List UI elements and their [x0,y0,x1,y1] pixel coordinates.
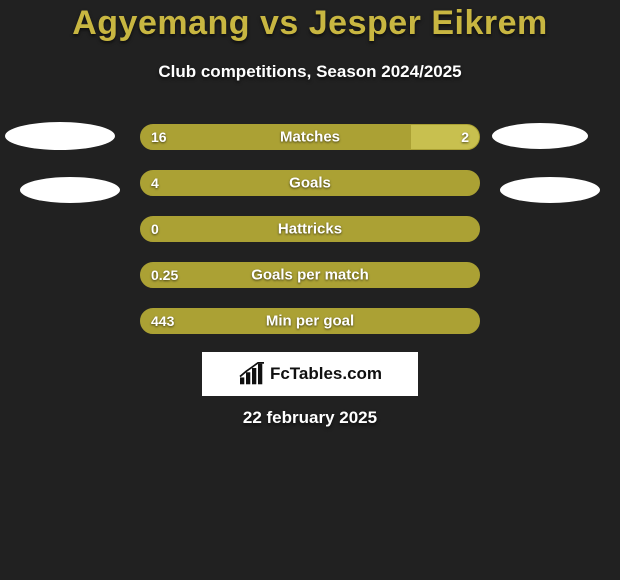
stat-value-left: 0.25 [151,267,178,283]
page-title: Agyemang vs Jesper Eikrem [0,4,620,43]
subtitle: Club competitions, Season 2024/2025 [0,62,620,82]
stat-bar: 162Matches [140,124,480,150]
ellipse-left [20,177,120,203]
stat-bar: 4Goals [140,170,480,196]
date-line: 22 february 2025 [0,408,620,428]
stat-value-left: 443 [151,313,174,329]
brand-box: FcTables.com [202,352,418,396]
stat-value-left: 16 [151,129,167,145]
bar-left-fill [141,171,479,195]
brand-label: FcTables.com [270,364,382,384]
bar-left-fill [141,309,479,333]
bar-left-fill [141,217,479,241]
stat-value-left: 0 [151,221,159,237]
stat-bar: 0Hattricks [140,216,480,242]
stat-value-left: 4 [151,175,159,191]
bar-left-fill [141,263,479,287]
ellipse-right [492,123,588,149]
stat-bar: 0.25Goals per match [140,262,480,288]
ellipse-right [500,177,600,203]
chart-icon [238,362,266,386]
ellipse-left [5,122,115,150]
stat-value-right: 2 [461,129,469,145]
bar-left-fill [141,125,411,149]
stat-bar: 443Min per goal [140,308,480,334]
